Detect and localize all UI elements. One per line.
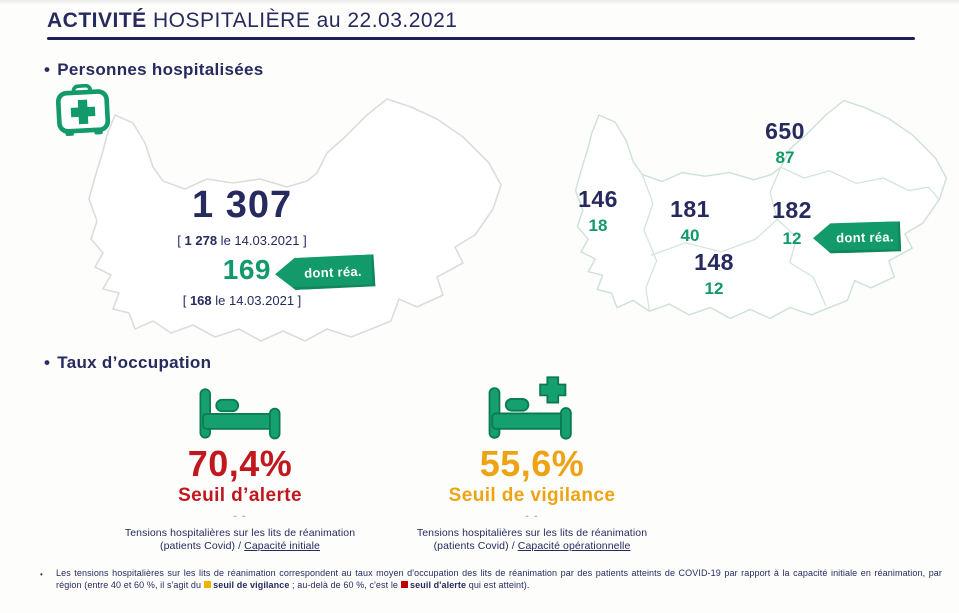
dept-seine-maritime-values: 650 87 (743, 118, 827, 167)
previous-total-value: 1 278 (184, 233, 218, 248)
region-icu-total: 169 (222, 254, 271, 285)
description-line1: Tensions hospitalières sur les lits de r… (124, 526, 356, 539)
threshold-label: Seuil de vigilance (448, 485, 616, 506)
dept-icu-count: 40 (680, 226, 700, 245)
footnote: • Les tensions hospitalières sur les lit… (40, 568, 942, 591)
footnote-part3: qui est atteint). (466, 579, 530, 590)
footnote-part1: Les tensions hospitalières sur les lits … (56, 568, 942, 590)
divider-dashes: - - (233, 509, 247, 522)
divider-dashes: - - (525, 509, 539, 522)
gauge-description: Tensions hospitalières sur les lits de r… (95, 527, 385, 553)
region-icu-previous: [ 168 le 14.03.2021 ] (132, 293, 352, 308)
hospital-bed-plus-icon (488, 376, 572, 440)
occupancy-rate: 70,4% (187, 443, 293, 484)
bed-plus-icon-wrap (387, 374, 677, 440)
normandy-outline-map (88, 98, 502, 342)
previous-icu-value: 168 (189, 293, 212, 308)
region-hospitalized-total: 1 307 (192, 184, 293, 226)
capacity-term: Capacité initiale (244, 540, 320, 553)
section-occupancy-heading: • Taux d’occupation (44, 353, 211, 373)
dept-manche-values: 146 18 (556, 186, 640, 235)
occupancy-rate: 55,6% (479, 443, 585, 484)
footnote-vigilance-term: seuil de vigilance (213, 579, 290, 590)
region-hospitalized-previous: [ 1 278 le 14.03.2021 ] (132, 233, 352, 248)
bracket: [ (177, 233, 185, 248)
icu-tag-label: dont réa. (303, 263, 363, 281)
hospital-bed-icon (199, 388, 281, 440)
dept-calvados-values: 181 40 (648, 196, 732, 245)
footnote-alert-term: seuil d'alerte (410, 579, 467, 590)
section-hospitalized-heading: • Personnes hospitalisées (44, 60, 264, 80)
first-aid-kit-icon (55, 83, 111, 137)
alert-square-icon (401, 581, 409, 588)
title-underline (47, 37, 915, 40)
icu-tag-label: dont réa. (836, 229, 894, 246)
page-title: ACTIVITÉ HOSPITALIÈRE au 22.03.2021 (47, 9, 457, 33)
dept-hospitalized-count: 181 (670, 196, 710, 222)
previous-total-date: le 14.03.2021 ] (217, 233, 307, 248)
dept-icu-count: 87 (775, 148, 795, 167)
section-hospitalized-label: Personnes hospitalisées (57, 60, 264, 79)
dept-icu-count: 18 (588, 216, 608, 235)
bullet-icon: • (44, 60, 51, 79)
page-title-rest: HOSPITALIÈRE au 22.03.2021 (146, 9, 458, 32)
description-line1: Tensions hospitalières sur les lits de r… (416, 526, 648, 539)
normandy-departments-map (574, 99, 948, 320)
threshold-label: Seuil d’alerte (178, 485, 302, 506)
dept-orne-values: 148 12 (672, 249, 756, 298)
dept-hospitalized-count: 146 (578, 186, 618, 212)
dept-eure-values: 182 12 (750, 197, 834, 248)
page-edge (0, 0, 959, 5)
previous-icu-date: le 14.03.2021 ] (211, 293, 302, 308)
vigilance-square-icon (204, 581, 212, 588)
dept-hospitalized-count: 650 (765, 118, 805, 144)
dept-icu-count: 12 (704, 279, 724, 298)
gauge-description: Tensions hospitalières sur les lits de r… (387, 527, 677, 553)
page-title-bold: ACTIVITÉ (47, 9, 147, 32)
footnote-bullet: • (40, 570, 43, 579)
footnote-part2: ; au-delà de 60 %, c'est le (289, 579, 399, 590)
region-map: 1 307 [ 1 278 le 14.03.2021 ] 169 dont r… (55, 83, 515, 348)
description-line2: (patients Covid) / (159, 540, 245, 553)
gauge-vigilance: 55,6% Seuil de vigilance - - Tensions ho… (387, 374, 677, 553)
dept-hospitalized-count: 182 (772, 197, 812, 223)
bed-icon-wrap (95, 382, 385, 440)
description-line2: (patients Covid) / (433, 540, 518, 553)
dept-icu-count: 12 (782, 229, 802, 248)
bracket: [ (182, 293, 190, 308)
capacity-term: Capacité opérationnelle (517, 540, 631, 553)
gauge-alert: 70,4% Seuil d’alerte - - Tensions hospit… (95, 382, 385, 553)
departments-map: 650 87 146 18 181 40 182 12 148 12 dont … (545, 88, 959, 348)
section-occupancy-label: Taux d’occupation (57, 353, 212, 372)
dept-hospitalized-count: 148 (694, 249, 734, 275)
footnote-text: Les tensions hospitalières sur les lits … (56, 568, 942, 591)
bullet-icon: • (44, 353, 51, 372)
